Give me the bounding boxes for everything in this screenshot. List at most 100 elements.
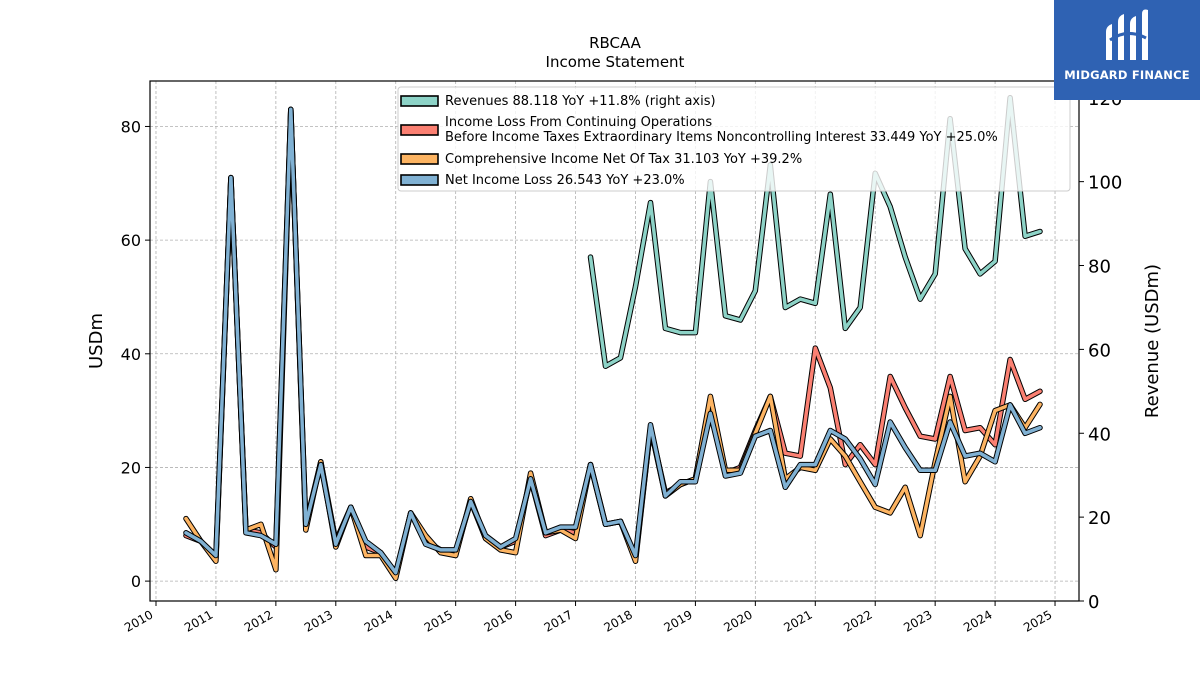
legend-box (397, 86, 1071, 192)
data-point-0 (933, 272, 937, 276)
data-point-1 (1008, 357, 1012, 362)
y-tick-label-left: 80 (121, 117, 141, 136)
data-point-3 (933, 468, 937, 472)
data-point-3 (663, 494, 668, 498)
data-point-3 (978, 451, 982, 455)
data-point-3 (783, 485, 787, 489)
data-point-0 (723, 314, 728, 318)
data-point-3 (1023, 431, 1027, 435)
data-point-3 (993, 460, 997, 464)
x-tick-label: 2024 (961, 607, 994, 634)
data-point-1 (978, 426, 982, 430)
data-point-2 (1038, 402, 1042, 406)
y-tick-label-right: 100 (1088, 173, 1122, 194)
data-point-2 (918, 534, 922, 538)
data-point-2 (768, 394, 772, 398)
y-tick-label-right: 20 (1088, 508, 1111, 529)
data-point-0 (978, 272, 982, 276)
data-point-2 (843, 454, 847, 458)
data-point-0 (858, 305, 862, 310)
data-point-1 (933, 437, 937, 441)
data-point-3 (499, 545, 503, 549)
legend-swatch-2 (400, 153, 439, 165)
data-point-1 (828, 386, 832, 390)
x-tick-label: 2021 (781, 607, 814, 634)
data-point-3 (963, 454, 967, 458)
data-point-0 (798, 297, 802, 301)
data-point-0 (783, 305, 787, 310)
data-point-3 (514, 536, 518, 541)
data-point-3 (304, 522, 308, 526)
x-tick-label: 2012 (242, 607, 275, 634)
data-point-3 (948, 420, 952, 424)
data-point-0 (813, 301, 817, 305)
data-point-3 (439, 548, 443, 552)
x-tick-label: 2010 (122, 607, 155, 634)
data-point-3 (588, 463, 593, 467)
x-tick-label: 2022 (841, 607, 874, 634)
data-point-2 (858, 480, 862, 484)
data-point-1 (783, 451, 787, 455)
legend-swatch-1 (400, 124, 439, 136)
data-point-2 (903, 485, 907, 489)
data-point-2 (514, 551, 518, 555)
data-point-3 (798, 463, 802, 467)
legend-label-3: Net Income Loss 26.543 YoY +23.0% (445, 173, 685, 188)
y-tick-label-left: 0 (131, 572, 141, 591)
data-point-2 (364, 553, 368, 558)
data-point-0 (888, 205, 892, 209)
legend-label-1: Before Income Taxes Extraordinary Items … (445, 130, 998, 145)
data-point-3 (529, 477, 533, 481)
data-point-3 (199, 539, 203, 543)
y-tick-label-right: 0 (1088, 592, 1099, 613)
data-point-1 (858, 443, 862, 447)
data-point-3 (274, 542, 278, 546)
data-point-0 (1023, 234, 1027, 238)
plot-frame (149, 80, 1080, 602)
data-point-3 (843, 437, 847, 441)
y-tick-label-right: 40 (1088, 424, 1111, 445)
data-point-3 (229, 176, 233, 180)
data-point-2 (259, 522, 263, 526)
data-point-2 (708, 394, 713, 398)
data-point-0 (828, 192, 832, 196)
data-point-2 (873, 505, 877, 509)
data-point-3 (618, 519, 623, 524)
legend-label-0: Revenues 88.118 YoY +11.8% (right axis) (445, 94, 716, 109)
data-point-0 (603, 364, 608, 368)
data-point-0 (753, 289, 757, 293)
data-point-2 (529, 471, 533, 475)
x-tick-label: 2013 (302, 607, 335, 634)
x-tick-label: 2017 (542, 607, 575, 634)
data-point-3 (559, 525, 563, 529)
data-point-3 (708, 411, 713, 416)
data-point-3 (334, 542, 338, 546)
x-tick-label: 2025 (1021, 607, 1054, 634)
data-point-3 (424, 542, 428, 546)
data-point-3 (1038, 426, 1042, 430)
data-point-0 (618, 356, 623, 360)
data-point-3 (573, 525, 578, 529)
chart-title: RBCAA (589, 34, 642, 52)
data-point-1 (993, 443, 997, 447)
y-tick-label-left: 20 (121, 458, 141, 477)
data-point-3 (184, 531, 188, 535)
data-point-2 (963, 480, 967, 484)
y-axis-label-right: Revenue (USDm) (1142, 264, 1163, 418)
y-tick-label-left: 60 (121, 231, 141, 250)
data-point-3 (484, 534, 488, 538)
data-point-2 (214, 559, 218, 563)
data-point-3 (289, 107, 293, 111)
data-point-2 (304, 528, 308, 532)
data-point-1 (843, 463, 847, 467)
y-axis-right: 020406080100120 (1079, 89, 1122, 613)
data-point-3 (1008, 403, 1012, 407)
data-point-3 (394, 571, 398, 575)
data-point-0 (903, 255, 907, 259)
data-point-0 (993, 259, 997, 263)
data-point-0 (738, 318, 743, 322)
data-point-3 (454, 548, 458, 552)
data-point-3 (903, 446, 907, 450)
brand-name: MIDGARD FINANCE (1064, 68, 1190, 82)
data-point-1 (873, 463, 877, 467)
